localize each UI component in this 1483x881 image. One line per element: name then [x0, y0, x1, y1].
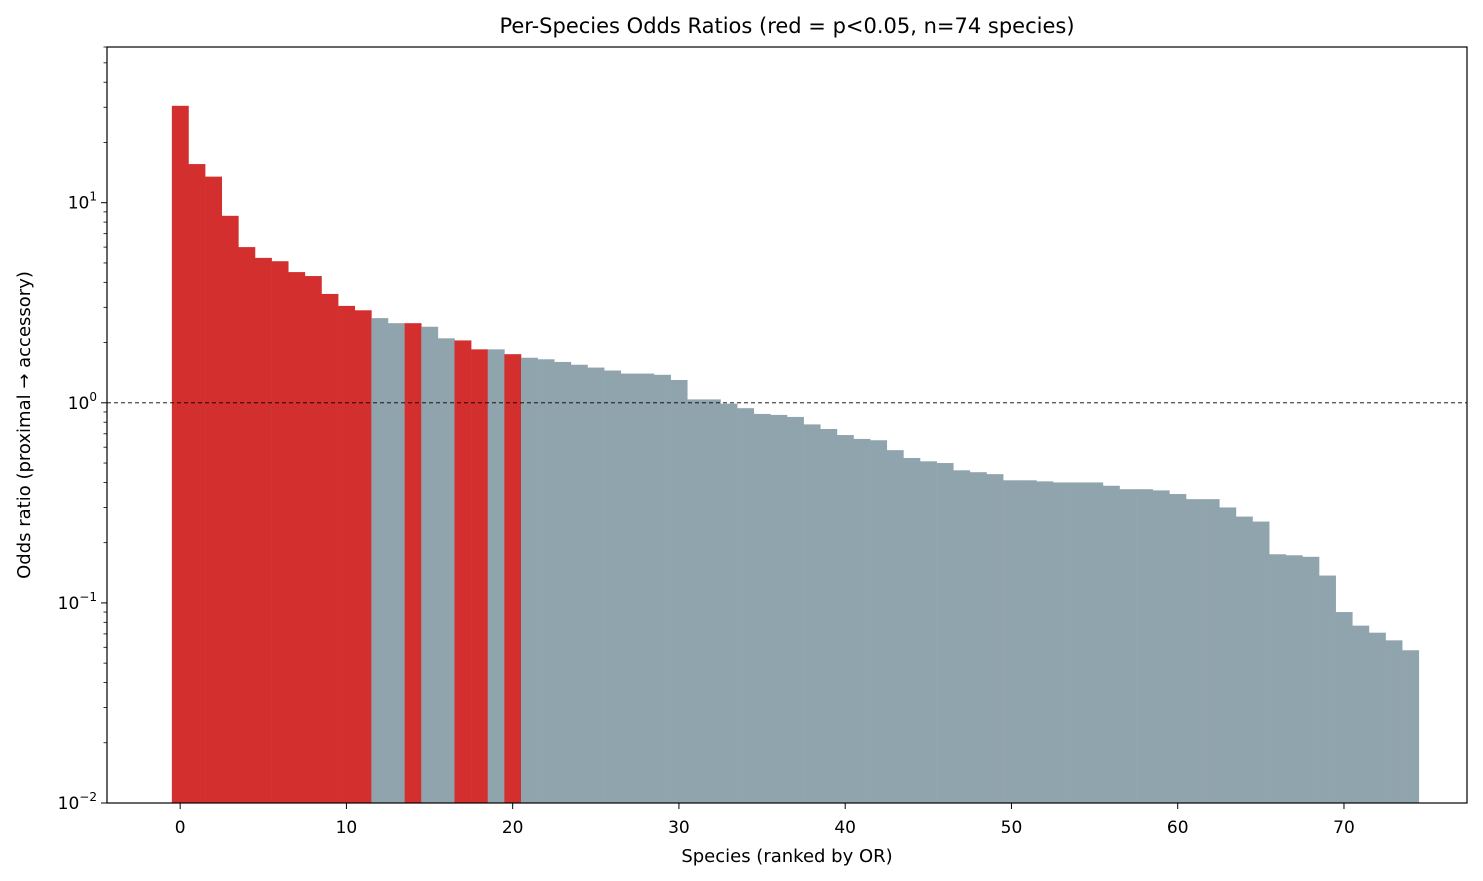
bar-species-48	[969, 472, 987, 803]
bar-species-70	[1335, 612, 1353, 803]
bar-species-18	[471, 349, 489, 803]
bar-species-64	[1235, 516, 1253, 803]
bar-species-40	[836, 435, 854, 803]
bar-species-16	[437, 338, 455, 803]
bar-species-61	[1186, 499, 1203, 803]
bar-species-31	[687, 399, 705, 803]
y-tick-label: 10−2	[58, 790, 97, 814]
bars-layer	[171, 105, 1420, 804]
bar-species-34	[737, 408, 755, 803]
bar-species-74	[1402, 650, 1420, 803]
bar-species-36	[770, 414, 788, 803]
y-axis-label: Odds ratio (proximal → accessory)	[14, 271, 35, 579]
x-tick-label: 40	[834, 818, 856, 838]
bar-species-43	[886, 450, 904, 803]
bar-species-0	[171, 105, 189, 803]
bar-species-14	[404, 323, 422, 803]
x-tick-label: 60	[1167, 818, 1189, 838]
y-tick-label: 100	[68, 390, 97, 414]
bar-species-29	[653, 374, 671, 803]
y-axis-ticks: 10−2 10−1 100 101	[58, 46, 107, 814]
bar-species-46	[936, 463, 954, 803]
bar-species-66	[1269, 554, 1287, 803]
bar-species-63	[1219, 507, 1237, 803]
bar-species-22	[537, 359, 555, 803]
bar-species-9	[321, 293, 339, 803]
bar-species-13	[387, 323, 405, 803]
bar-species-35	[753, 413, 771, 803]
bar-species-10	[338, 305, 356, 803]
bar-species-25	[587, 367, 605, 803]
bar-species-50	[1003, 480, 1021, 803]
bar-species-67	[1285, 555, 1303, 803]
bar-species-73	[1385, 640, 1403, 803]
bar-species-39	[820, 428, 838, 803]
plot-frame	[106, 46, 1468, 804]
bar-species-41	[853, 438, 871, 803]
bar-species-47	[953, 470, 971, 803]
y-tick-label: 10−1	[58, 590, 97, 614]
bar-species-45	[920, 461, 937, 803]
bar-species-6	[271, 261, 289, 804]
bar-species-72	[1368, 632, 1386, 803]
bar-species-26	[604, 370, 622, 803]
y-tick-label: 101	[68, 190, 97, 214]
bar-species-42	[870, 440, 888, 803]
x-axis-ticks: 0 10 20 30 40 50 60 70	[175, 803, 1355, 838]
bar-species-30	[670, 380, 688, 803]
bar-species-28	[637, 373, 655, 803]
bar-species-44	[903, 457, 921, 803]
bar-species-71	[1352, 625, 1370, 803]
bar-species-68	[1302, 556, 1320, 803]
x-tick-label: 20	[502, 818, 524, 838]
x-tick-label: 10	[336, 818, 358, 838]
bar-species-69	[1319, 575, 1336, 803]
x-tick-label: 70	[1333, 818, 1355, 838]
bar-species-38	[803, 424, 821, 803]
bar-species-32	[703, 399, 721, 803]
bar-species-54	[1069, 482, 1087, 803]
bar-species-15	[421, 326, 439, 803]
bar-species-7	[288, 272, 306, 803]
bar-species-19	[487, 349, 505, 803]
bar-species-11	[354, 310, 372, 803]
bar-species-2	[205, 176, 223, 803]
bar-species-20	[504, 354, 522, 803]
bar-species-60	[1169, 494, 1187, 803]
x-tick-label: 0	[175, 818, 186, 838]
bar-species-5	[254, 257, 272, 804]
bar-species-56	[1102, 485, 1120, 803]
x-axis-label: Species (ranked by OR)	[681, 846, 892, 867]
bar-species-4	[238, 247, 256, 803]
bar-species-52	[1036, 481, 1054, 803]
bar-species-58	[1136, 489, 1154, 803]
bar-species-53	[1053, 482, 1070, 803]
bar-species-37	[787, 416, 804, 803]
bar-species-65	[1252, 521, 1270, 803]
bar-species-33	[720, 403, 738, 803]
bar-species-51	[1019, 480, 1037, 803]
bar-species-3	[221, 215, 239, 804]
bar-species-27	[620, 373, 638, 803]
bar-species-57	[1119, 489, 1137, 803]
bar-species-8	[304, 276, 322, 803]
bar-species-12	[371, 318, 389, 803]
bar-species-23	[554, 361, 572, 803]
bar-species-55	[1086, 482, 1104, 803]
bar-species-21	[520, 357, 538, 803]
x-tick-label: 30	[668, 818, 690, 838]
bar-species-1	[188, 164, 206, 803]
bar-species-59	[1152, 490, 1170, 803]
bar-species-62	[1202, 499, 1220, 803]
bar-species-49	[986, 474, 1004, 803]
bar-species-24	[570, 364, 588, 803]
x-tick-label: 50	[1001, 818, 1023, 838]
bar-species-17	[454, 340, 472, 803]
chart-title: Per-Species Odds Ratios (red = p<0.05, n…	[499, 14, 1074, 38]
